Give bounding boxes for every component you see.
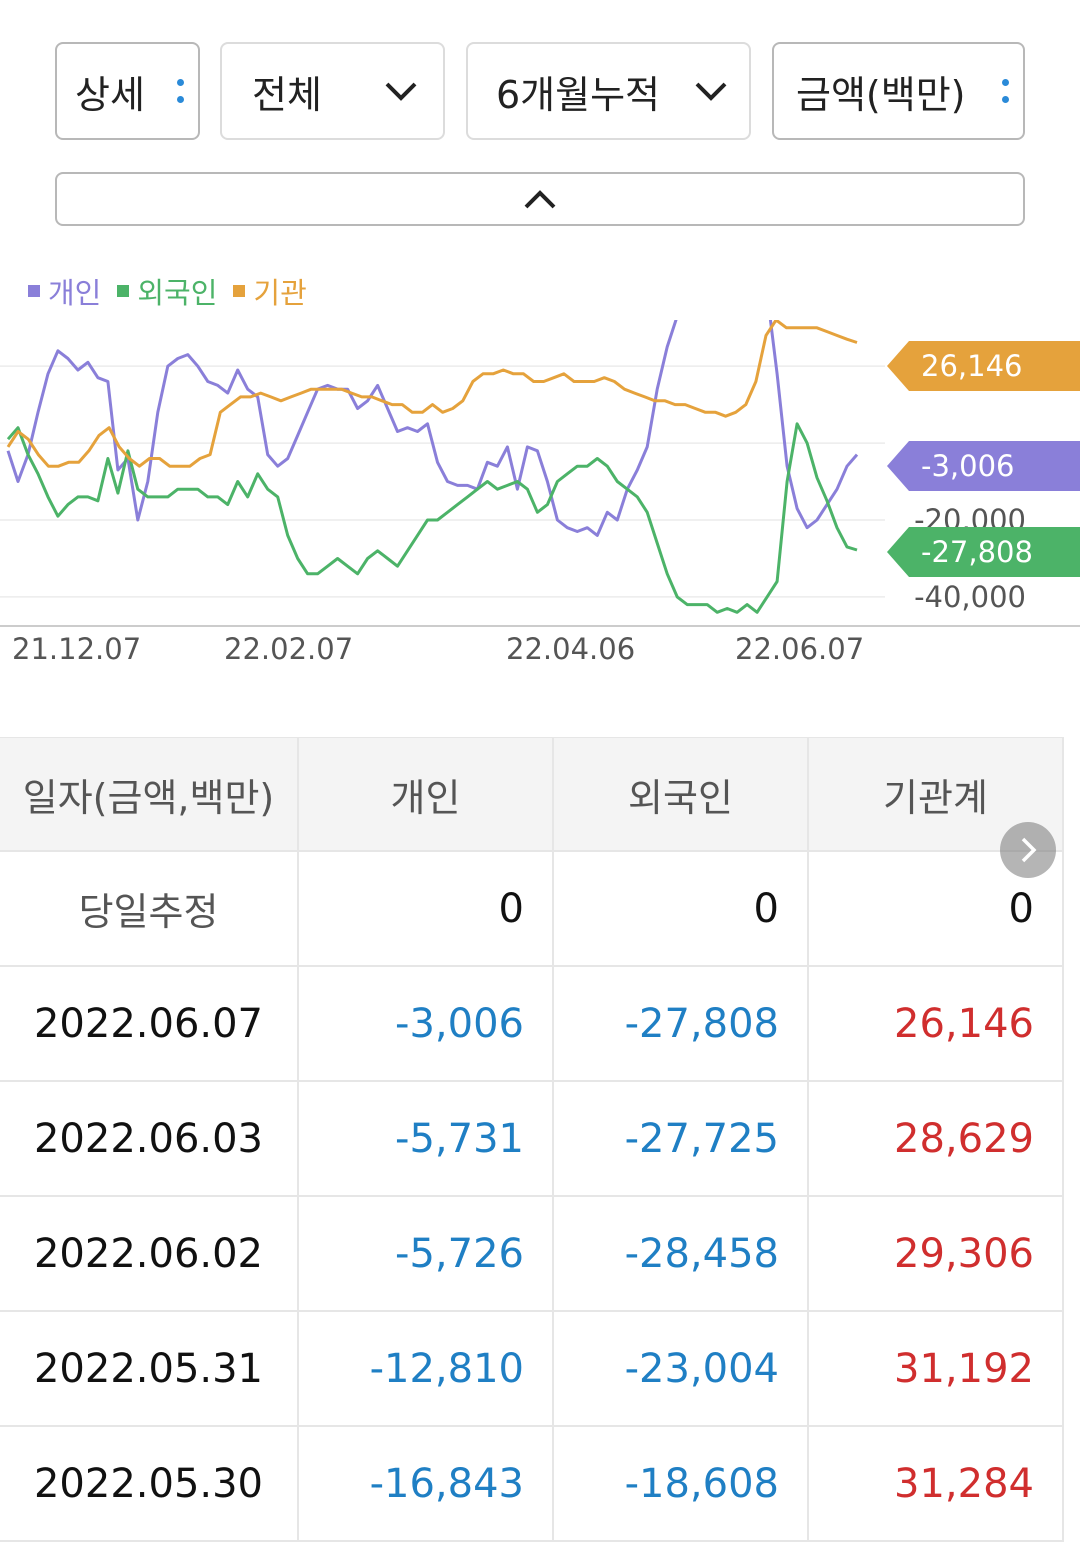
legend-swatch [233, 285, 246, 297]
cell-foreign: -27,725 [553, 1081, 809, 1197]
cell-institution: 29,306 [808, 1196, 1064, 1312]
cell-foreign: -28,458 [553, 1196, 809, 1312]
cell-date: 2022.06.07 [0, 966, 299, 1082]
investor-flow-chart: -20,000-40,000 [0, 320, 1080, 627]
individual-last-value-badge: -3,006 [887, 441, 1080, 491]
table-scroll-edge [1063, 737, 1080, 1527]
cell-foreign: -27,808 [553, 966, 809, 1082]
today-label: 당일추정 [0, 851, 299, 967]
investor-flow-table: 일자(금액,백만) 개인 외국인 기관계 당일추정 0 0 0 2022.06.… [0, 737, 1064, 1542]
column-header-individual: 개인 [298, 737, 554, 852]
x-tick-label: 22.06.07 [735, 632, 865, 666]
chevron-down-icon [695, 82, 727, 101]
cell-institution: 31,284 [808, 1426, 1064, 1542]
legend-label: 기관 [253, 276, 307, 310]
cell-individual: -12,810 [298, 1311, 554, 1427]
cell-date: 2022.06.03 [0, 1081, 299, 1197]
scope-dropdown[interactable]: 전체 [220, 42, 445, 140]
legend-label: 외국인 [137, 276, 218, 310]
legend-item-institution: 기관 [233, 270, 307, 312]
foreign-series-line [6, 422, 858, 614]
institution-last-value-badge: 26,146 [887, 341, 1080, 391]
table-row-today: 당일추정 0 0 0 [0, 851, 1064, 967]
y-tick-label: -40,000 [914, 580, 1026, 614]
detail-selector[interactable]: 상세 [55, 42, 200, 140]
cell-individual: -5,731 [298, 1081, 554, 1197]
cell-institution: 26,146 [808, 966, 1064, 1082]
column-header-foreign: 외국인 [553, 737, 809, 852]
institution-series-line [6, 320, 858, 468]
more-dots-icon [177, 79, 184, 103]
chart-series-lines [6, 320, 859, 614]
cell-institution: 31,192 [808, 1311, 1064, 1427]
table-scroll-right-button[interactable] [1000, 822, 1056, 878]
badge-value: -3,006 [921, 449, 1015, 483]
foreign-last-value-badge: -27,808 [887, 527, 1080, 577]
table-row: 2022.06.02 -5,726 -28,458 29,306 [0, 1196, 1064, 1312]
table-row: 2022.05.31 -12,810 -23,004 31,192 [0, 1311, 1064, 1427]
legend-swatch [28, 285, 40, 297]
table-row: 2022.06.03 -5,731 -27,725 28,629 [0, 1081, 1064, 1197]
legend-item-foreign: 외국인 [117, 270, 217, 312]
period-dropdown[interactable]: 6개월누적 [466, 42, 751, 140]
table-header-row: 일자(금액,백만) 개인 외국인 기관계 [0, 737, 1064, 852]
more-dots-icon [1002, 79, 1009, 103]
collapse-toggle-button[interactable] [55, 172, 1025, 226]
cell-foreign: -23,004 [553, 1311, 809, 1427]
table-row: 2022.05.30 -16,843 -18,608 31,284 [0, 1426, 1064, 1542]
cell-individual: -3,006 [298, 966, 554, 1082]
chevron-right-icon [1021, 837, 1037, 863]
legend-swatch [117, 285, 130, 297]
chart-legend: 개인 외국인 기관 [28, 270, 307, 312]
unit-selector[interactable]: 금액(백만) [772, 42, 1025, 140]
chart-gridlines [0, 365, 885, 598]
period-label: 6개월누적 [496, 72, 661, 117]
x-tick-label: 22.04.06 [506, 632, 636, 666]
badge-value: -27,808 [921, 535, 1033, 569]
individual-series-line [6, 320, 859, 537]
column-header-date: 일자(금액,백만) [0, 737, 299, 852]
legend-label: 개인 [48, 276, 102, 310]
cell-date: 2022.06.02 [0, 1196, 299, 1312]
badge-value: 26,146 [921, 349, 1023, 383]
cell-date: 2022.05.31 [0, 1311, 299, 1427]
chevron-down-icon [385, 82, 417, 101]
scope-label: 전체 [252, 72, 322, 117]
x-tick-label: 22.02.07 [224, 632, 354, 666]
cell-individual: -5,726 [298, 1196, 554, 1312]
unit-label: 금액(백만) [796, 72, 966, 117]
detail-label: 상세 [75, 72, 145, 117]
cell-institution: 28,629 [808, 1081, 1064, 1197]
cell-foreign: -18,608 [553, 1426, 809, 1542]
cell-date: 2022.05.30 [0, 1426, 299, 1542]
cell-individual: -16,843 [298, 1426, 554, 1542]
cell-individual: 0 [298, 851, 554, 967]
cell-foreign: 0 [553, 851, 809, 967]
table-row: 2022.06.07 -3,006 -27,808 26,146 [0, 966, 1064, 1082]
chevron-up-icon [524, 190, 556, 209]
x-tick-label: 21.12.07 [12, 632, 142, 666]
legend-item-individual: 개인 [28, 270, 101, 312]
